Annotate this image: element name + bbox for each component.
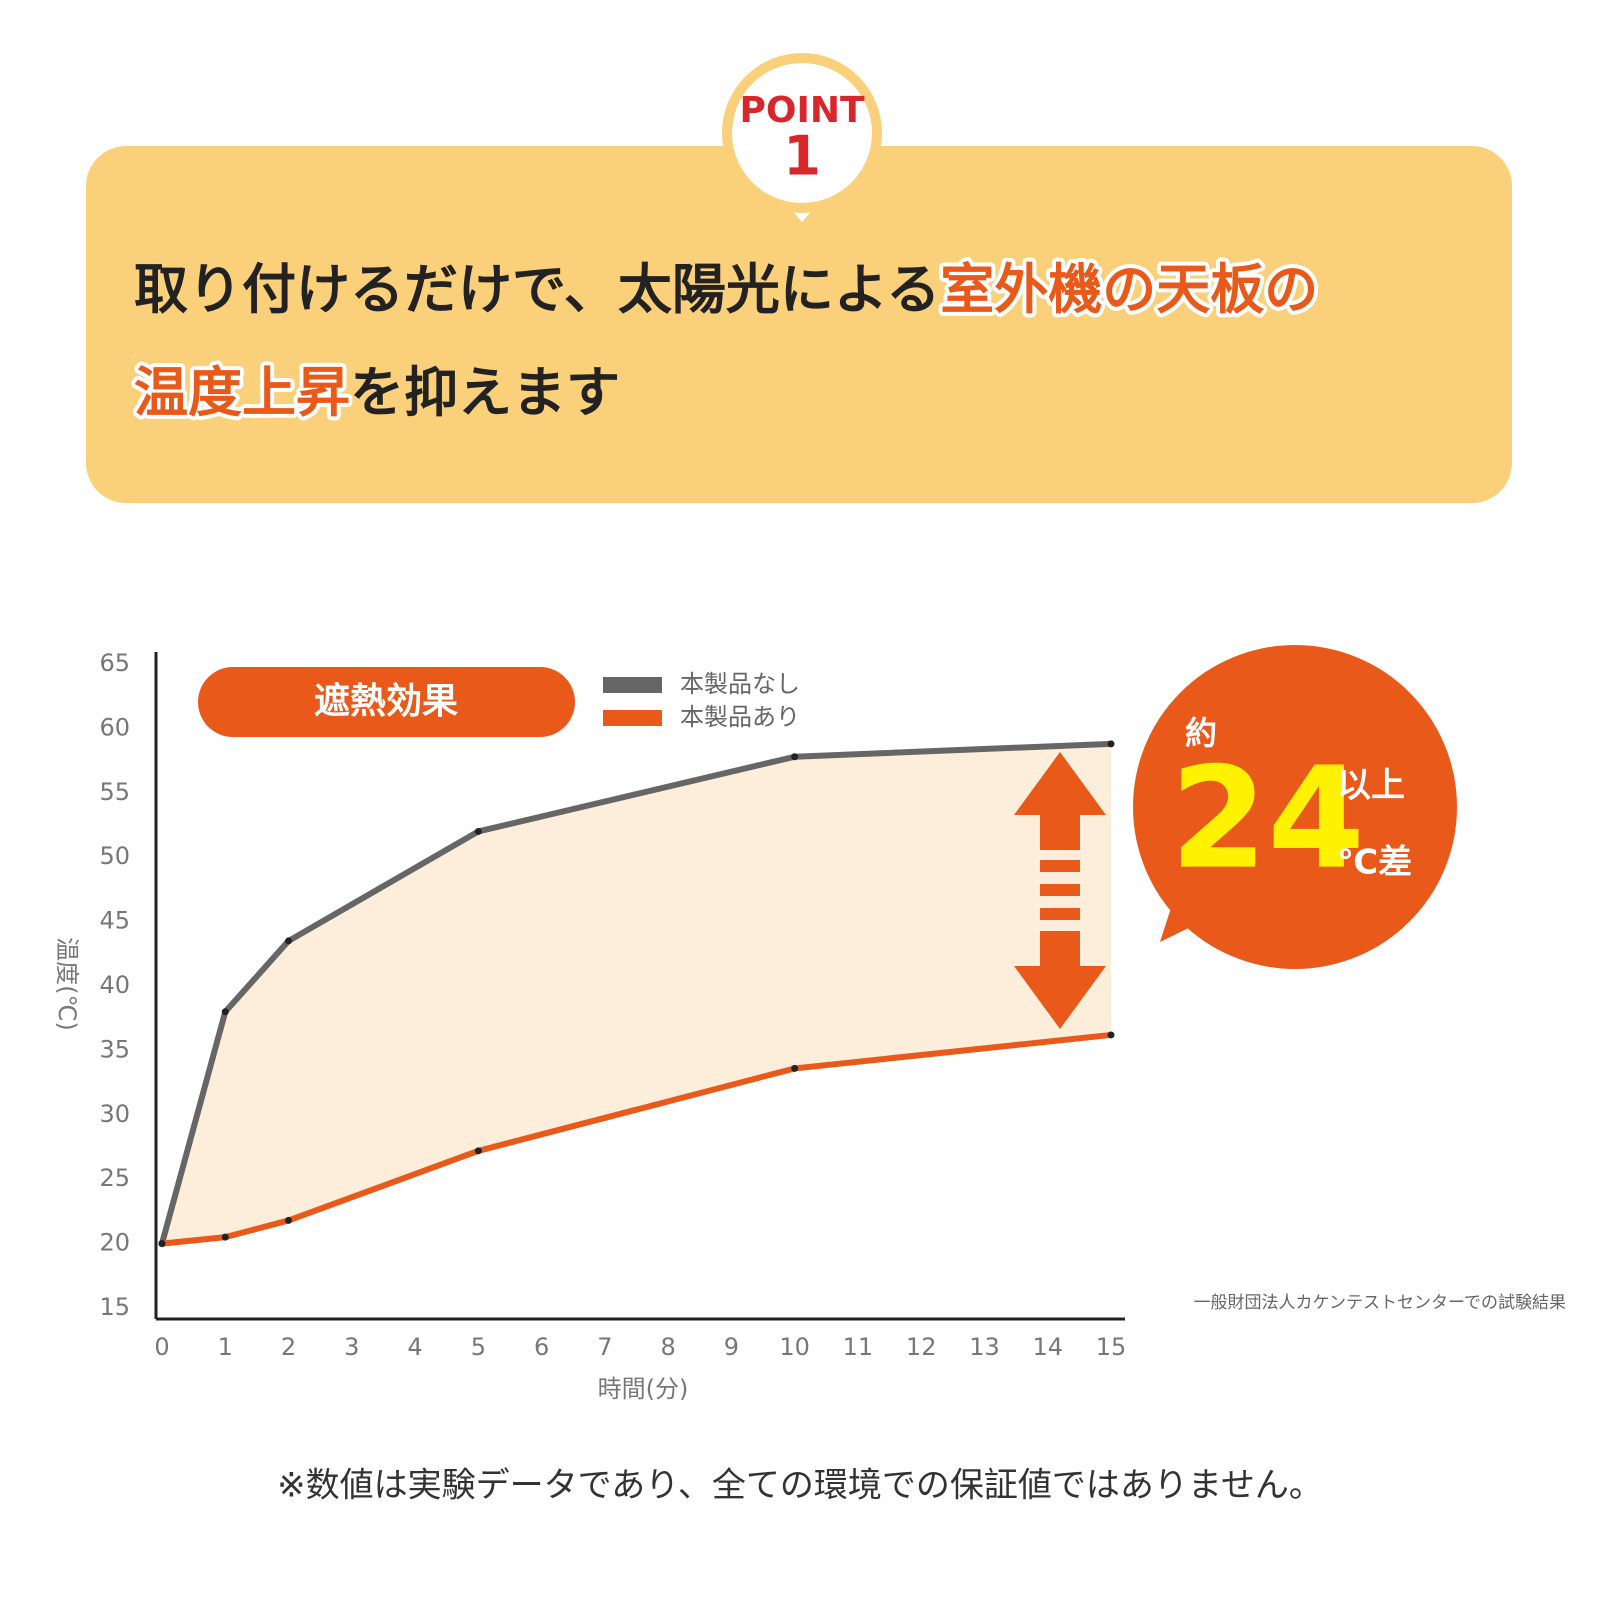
effect-badge-text: 遮熱効果	[314, 681, 458, 722]
title-line: 取り付けるだけで、太陽光による室外機の天板の	[134, 258, 1318, 321]
y-tick-label: 45	[99, 907, 130, 935]
bubble-unit: ℃差	[1337, 843, 1412, 883]
series-line	[159, 740, 1112, 1245]
data-point	[1107, 1031, 1115, 1039]
badge	[732, 63, 872, 203]
y-axis-label: 温度(℃)	[53, 937, 81, 1031]
data-point	[285, 1216, 293, 1224]
y-tick-label: 15	[99, 1293, 130, 1321]
legend-label: 本製品なし	[680, 670, 800, 698]
x-tick-label: 13	[969, 1333, 1000, 1361]
title-highlight: 温度上昇	[134, 361, 350, 424]
x-tick-label: 7	[597, 1333, 612, 1361]
y-tick-label: 25	[99, 1164, 130, 1192]
x-tick-label: 15	[1096, 1333, 1127, 1361]
effect-badge	[198, 667, 575, 737]
data-point	[474, 1147, 482, 1155]
data-point	[791, 1064, 799, 1072]
x-tick-label: 12	[906, 1333, 937, 1361]
y-tick-label: 50	[99, 842, 130, 870]
legend-swatch	[603, 677, 662, 693]
badge-word: POINT	[739, 90, 865, 131]
x-tick-label: 2	[281, 1333, 296, 1361]
title-highlight: 室外機の天板の	[940, 258, 1318, 321]
title-text: を抑えます	[350, 361, 620, 424]
data-point	[221, 1233, 229, 1241]
x-tick-label: 4	[407, 1333, 422, 1361]
y-tick-label: 65	[99, 649, 130, 677]
difference-arrow	[1014, 752, 1106, 1029]
x-tick-label: 9	[724, 1333, 739, 1361]
data-point	[1107, 740, 1115, 748]
x-axis-label: 時間(分)	[598, 1375, 689, 1403]
bubble-number: 24	[1170, 738, 1365, 901]
x-tick-label: 11	[843, 1333, 874, 1361]
bubble-or-more: 以上	[1337, 766, 1405, 806]
data-point	[791, 753, 799, 761]
x-tick-label: 8	[660, 1333, 675, 1361]
source-note: 一般財団法人カケンテストセンターでの試験結果	[1194, 1293, 1566, 1313]
y-tick-label: 35	[99, 1035, 130, 1063]
title-text: 取り付けるだけで、太陽光による	[134, 258, 940, 321]
title-line: 温度上昇を抑えます	[134, 361, 620, 424]
x-tick-label: 6	[534, 1333, 549, 1361]
x-tick-label: 10	[779, 1333, 810, 1361]
series-line	[161, 1031, 1112, 1247]
x-tick-label: 3	[344, 1333, 359, 1361]
badge-number: 1	[783, 125, 821, 188]
y-tick-label: 30	[99, 1100, 130, 1128]
y-tick-label: 60	[99, 713, 130, 741]
x-tick-label: 5	[471, 1333, 486, 1361]
x-tick-label: 1	[218, 1333, 233, 1361]
y-tick-label: 40	[99, 971, 130, 999]
y-tick-label: 55	[99, 778, 130, 806]
footnote: ※数値は実験データであり、全ての環境での保証値ではありません。	[277, 1466, 1323, 1506]
data-point	[221, 1008, 229, 1016]
y-tick-label: 20	[99, 1229, 130, 1257]
data-point	[474, 827, 482, 835]
x-tick-label: 0	[154, 1333, 169, 1361]
header-panel	[86, 146, 1512, 503]
difference-bubble	[1133, 645, 1457, 969]
legend-swatch	[603, 710, 662, 726]
data-point	[285, 937, 293, 945]
x-tick-label: 14	[1032, 1333, 1063, 1361]
legend-label: 本製品あり	[680, 703, 800, 731]
difference-area	[162, 743, 1111, 1244]
bubble-about: 約	[1185, 714, 1217, 752]
data-point	[158, 1240, 166, 1248]
